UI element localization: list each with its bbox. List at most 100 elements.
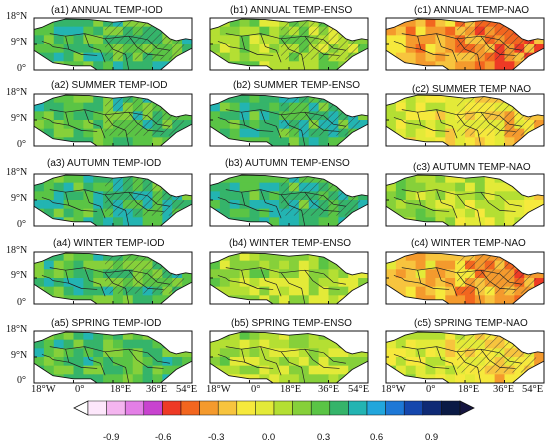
field-cell	[182, 200, 192, 210]
field-cell	[93, 348, 104, 358]
field-cell	[504, 137, 515, 146]
field-cell	[249, 286, 260, 296]
country-border	[217, 117, 230, 123]
field-cell	[514, 191, 525, 201]
field-cell	[435, 19, 446, 28]
field-cell	[504, 182, 515, 192]
field-cell	[484, 208, 496, 218]
field-cell	[308, 286, 320, 296]
country-border	[456, 114, 482, 146]
colorbar-tick: 0.3	[317, 432, 331, 443]
field-cell	[445, 260, 456, 270]
field-cell	[289, 137, 300, 146]
field-cell	[83, 95, 94, 104]
map-panel-a2	[33, 93, 193, 147]
field-cell	[415, 19, 427, 28]
field-cell	[113, 295, 124, 304]
colorbar-swatch	[403, 400, 424, 416]
field-cell	[83, 128, 94, 138]
colorbar-swatch	[217, 400, 238, 416]
country-border	[401, 267, 500, 275]
field-cell	[229, 26, 241, 36]
field-cell	[279, 278, 290, 288]
country-border	[401, 346, 500, 354]
field-cell	[338, 278, 349, 288]
field-cell	[103, 339, 114, 349]
field-cell	[358, 191, 368, 201]
field-cell	[103, 348, 114, 358]
field-cell	[289, 332, 300, 341]
field-cell	[93, 260, 104, 270]
field-cell	[289, 357, 300, 367]
field-cell	[93, 269, 104, 279]
field-cell	[269, 61, 280, 70]
field-cell	[425, 253, 436, 262]
field-cell	[73, 44, 84, 54]
field-cell	[113, 348, 124, 358]
field-cell	[103, 332, 114, 341]
country-border	[84, 346, 106, 376]
field-cell	[534, 200, 544, 210]
coastline	[33, 331, 193, 384]
field-cell	[358, 278, 368, 288]
field-cell	[73, 339, 84, 349]
field-cell	[269, 208, 280, 218]
field-cell	[425, 182, 436, 192]
country-border	[217, 41, 230, 47]
field-cell	[386, 357, 397, 367]
field-cell	[73, 365, 84, 375]
field-cell	[43, 128, 55, 138]
field-cell	[93, 357, 104, 367]
country-border	[304, 191, 340, 212]
field-cell	[395, 52, 407, 62]
field-cell	[83, 278, 94, 288]
field-cell	[405, 52, 417, 62]
field-cell	[43, 348, 55, 358]
field-cell	[63, 191, 75, 201]
field-cell	[93, 253, 104, 262]
field-cell	[229, 44, 241, 54]
colorbar-swatch	[348, 400, 368, 416]
field-cell	[386, 348, 397, 358]
field-cell	[415, 332, 427, 341]
field-cell	[152, 357, 163, 367]
field-cell	[219, 102, 231, 112]
field-cell	[152, 348, 163, 358]
field-cell	[445, 191, 456, 201]
field-cell	[494, 200, 506, 210]
field-cell	[249, 357, 260, 367]
map-panel-a4	[33, 251, 193, 305]
field-cell	[93, 182, 104, 192]
field-cell	[289, 365, 300, 375]
field-cell	[435, 128, 446, 138]
field-cell	[73, 260, 84, 270]
field-cell	[415, 253, 427, 262]
field-cell	[298, 348, 310, 358]
field-cell	[229, 35, 241, 45]
field-cell	[445, 175, 456, 184]
field-cell	[425, 260, 436, 270]
colorbar-swatch	[366, 400, 386, 416]
field-cell	[34, 111, 45, 121]
field-cell	[132, 295, 144, 304]
field-cell	[182, 348, 192, 358]
field-cell	[73, 357, 84, 367]
field-cell	[259, 182, 270, 192]
field-cell	[425, 120, 436, 130]
field-cell	[53, 111, 65, 121]
panel-title-c2: (c2) SUMMER TEMP NAO	[412, 84, 532, 95]
field-cell	[395, 182, 407, 192]
field-cell	[162, 348, 173, 358]
field-cell	[435, 191, 446, 201]
field-cell	[83, 357, 94, 367]
field-cell	[425, 339, 436, 349]
field-cell	[269, 182, 280, 192]
field-cell	[269, 253, 280, 262]
field-cell	[435, 95, 446, 104]
field-cell	[269, 339, 280, 349]
field-cell	[494, 217, 506, 226]
colorbar-tick: 0.0	[262, 432, 276, 443]
country-border	[499, 352, 522, 364]
field-cell	[269, 278, 280, 288]
field-cell	[132, 374, 144, 383]
